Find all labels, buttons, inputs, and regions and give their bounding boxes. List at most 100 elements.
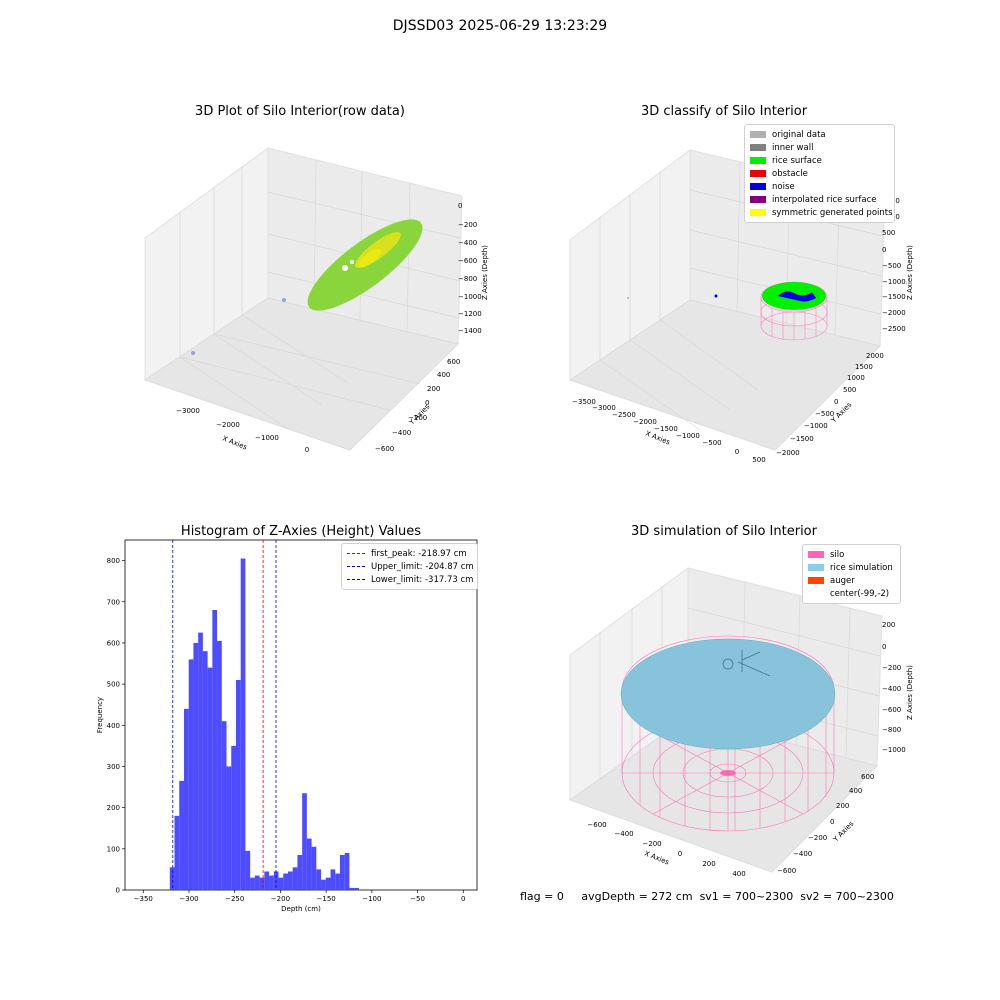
sim-ytick: 200 [836, 802, 849, 810]
legend-label: symmetric generated points [772, 207, 893, 218]
legend-item-interpolated: interpolated rice surface [750, 193, 888, 206]
raw-ztick: −600 [458, 257, 477, 265]
legend-line [347, 553, 365, 554]
sim-zticks: 200 0 −200 −400 −600 −800 −1000 [882, 621, 906, 754]
classify-ztick: −500 [882, 262, 901, 270]
classify-xtick: −1500 [654, 425, 678, 433]
status-sv2: sv2 = 700~2300 [800, 890, 894, 903]
sim-rice-surface [620, 638, 836, 750]
raw-xtick: −1000 [255, 434, 279, 442]
classify-ytick: 1500 [855, 363, 873, 371]
classify-xtick: −3500 [572, 398, 596, 406]
legend-label: original data [772, 129, 826, 140]
legend-label: rice surface [772, 155, 822, 166]
histogram-xtick-label: −350 [134, 895, 153, 903]
sim-ztick: −200 [882, 664, 901, 672]
histogram-ytick-label: 500 [107, 681, 120, 689]
raw-ztick: −400 [458, 239, 477, 247]
histogram-bar [198, 632, 203, 890]
classify-ytick: 0 [834, 398, 838, 406]
legend-item-noise: noise [750, 180, 888, 193]
histogram-xtick-label: −50 [410, 895, 425, 903]
raw-plot-title: 3D Plot of Silo Interior(row data) [195, 104, 405, 119]
sim-ytick: −400 [793, 850, 812, 858]
sim-ytick: 600 [861, 773, 874, 781]
sim-ytick: −200 [808, 834, 827, 842]
sim-yticks: −600 −400 −200 0 200 400 600 [777, 773, 874, 875]
legend-item-silo: silo [808, 548, 894, 561]
legend-item-center: center(-99,-2) [808, 587, 894, 600]
classify-noise [778, 291, 816, 302]
histogram-bar [193, 642, 199, 890]
raw-xtick: −2000 [216, 421, 240, 429]
classify-ytick: −1500 [790, 435, 814, 443]
classify-legend: original data inner wall rice surface ob… [744, 124, 895, 223]
histogram-ytick-label: 0 [116, 887, 120, 895]
legend-label: Lower_limit: -317.73 cm [371, 574, 474, 585]
histogram-bar [250, 877, 255, 890]
raw-ztick: −1000 [458, 293, 482, 301]
sim-ztick: −1000 [882, 746, 906, 754]
classify-ytick: −500 [815, 410, 834, 418]
histogram-reference-lines [172, 540, 277, 890]
histogram-ytick-label: 600 [107, 639, 120, 647]
legend-swatch [808, 551, 824, 558]
histogram-bar [283, 873, 288, 890]
histogram-bar [311, 846, 317, 890]
legend-item-inner-wall: inner wall [750, 141, 888, 154]
classify-3d-plot: −3500 −3000 −2500 −2000 −1500 −1000 −500… [568, 149, 914, 464]
raw-ztick: −800 [458, 275, 477, 283]
histogram-bar [269, 875, 274, 890]
histogram-bar [212, 610, 218, 890]
legend-label: rice simulation [830, 562, 893, 573]
histogram-bar [344, 852, 350, 890]
histogram-xtick-label: −250 [225, 895, 244, 903]
raw-ztick: −1200 [458, 310, 482, 318]
histogram-bar [254, 875, 260, 890]
legend-swatch [808, 590, 824, 597]
histogram-bar [264, 871, 270, 890]
histogram-bar [335, 873, 340, 890]
classify-ytick: 2000 [866, 352, 884, 360]
sim-ztick: −400 [882, 685, 901, 693]
raw-xtick: −3000 [176, 407, 200, 415]
sim-ztick: −800 [882, 726, 901, 734]
histogram-bar [339, 855, 345, 890]
classify-xtick: 500 [752, 456, 765, 464]
legend-swatch [750, 131, 766, 138]
legend-item-rice-surface: rice surface [750, 154, 888, 167]
classify-xtick: 0 [735, 448, 739, 456]
raw-xticks: −3000 −2000 −1000 0 [176, 407, 309, 454]
sim-ztick: −600 [882, 706, 901, 714]
legend-swatch [750, 170, 766, 177]
histogram-bar [217, 640, 222, 890]
histogram-bar [278, 877, 284, 890]
classify-ytick: −2000 [776, 449, 800, 457]
sim-ytick: −600 [777, 867, 796, 875]
classify-xtick: −3000 [592, 404, 616, 412]
histogram-bar [179, 780, 184, 890]
histogram-bar [207, 667, 213, 890]
sim-auger [722, 650, 771, 677]
classify-ztick: 500 [882, 229, 895, 237]
raw-point [282, 298, 286, 302]
histogram-bar [292, 867, 298, 890]
histogram-bar [321, 879, 326, 890]
classify-xtick: −1000 [676, 432, 700, 440]
raw-ytick: 200 [427, 385, 440, 393]
legend-swatch [750, 209, 766, 216]
histogram-bar [297, 855, 303, 890]
sim-pane-floor [568, 716, 878, 873]
status-line: flag = 0 avgDepth = 272 cm sv1 = 700~230… [520, 890, 894, 903]
legend-label: silo [830, 549, 845, 560]
legend-item-upper-limit: Upper_limit: -204.87 cm [347, 560, 474, 573]
classify-point [627, 297, 629, 299]
histogram-xlabel: Depth (cm) [281, 905, 321, 913]
legend-swatch [750, 157, 766, 164]
histogram-xtick-label: −100 [362, 895, 381, 903]
raw-ytick: 0 [425, 399, 429, 407]
sim-xtick: 0 [678, 850, 682, 858]
legend-item-obstacle: obstacle [750, 167, 888, 180]
histogram-bar [302, 793, 307, 890]
